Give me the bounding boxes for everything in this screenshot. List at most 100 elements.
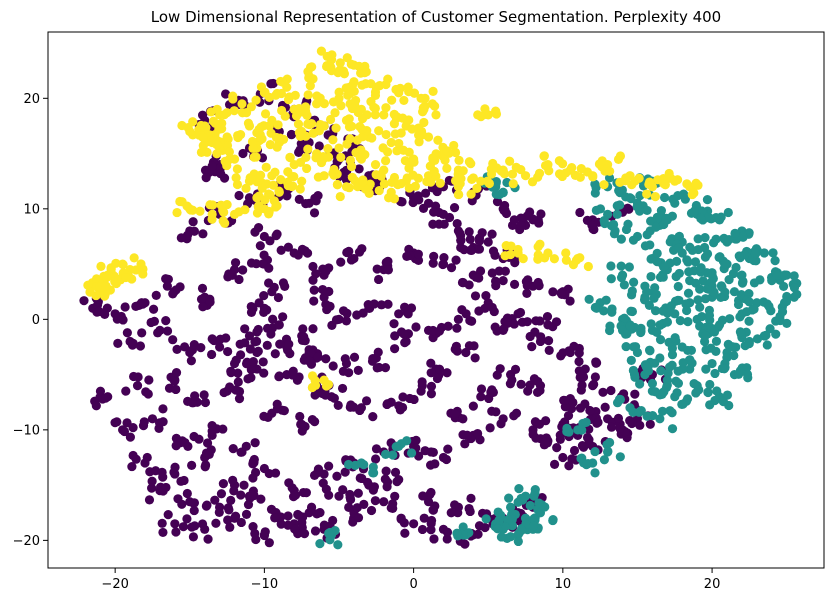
data-point xyxy=(405,393,415,404)
data-point xyxy=(544,166,554,176)
data-point xyxy=(383,256,393,266)
data-point xyxy=(702,284,712,294)
data-point xyxy=(208,116,219,126)
data-point xyxy=(644,177,655,187)
data-point xyxy=(465,315,475,326)
data-point xyxy=(500,266,510,276)
data-point xyxy=(584,294,594,304)
data-point xyxy=(182,488,192,499)
data-point xyxy=(604,325,615,336)
data-point xyxy=(452,218,462,229)
data-point xyxy=(630,389,640,399)
data-point xyxy=(315,119,325,130)
data-point xyxy=(350,460,360,470)
data-point xyxy=(533,242,543,252)
data-point xyxy=(475,266,486,276)
data-point xyxy=(329,393,339,403)
data-point xyxy=(627,286,637,296)
data-point xyxy=(96,261,106,271)
data-point xyxy=(510,364,521,375)
data-point xyxy=(697,206,707,216)
data-point xyxy=(434,326,445,336)
data-point xyxy=(406,303,417,313)
data-point xyxy=(411,322,421,332)
data-point xyxy=(652,248,662,258)
data-point xyxy=(470,353,480,363)
data-point xyxy=(491,177,501,187)
data-point xyxy=(560,395,570,406)
data-point xyxy=(305,81,315,91)
data-point xyxy=(606,261,616,271)
data-point xyxy=(682,255,692,265)
data-point xyxy=(408,170,418,180)
data-point xyxy=(749,304,759,314)
data-point xyxy=(525,500,535,511)
data-point xyxy=(324,490,334,500)
data-point xyxy=(149,316,160,326)
data-point xyxy=(206,445,216,455)
data-point xyxy=(379,110,389,120)
data-point xyxy=(319,520,329,530)
data-point xyxy=(731,262,741,273)
data-point xyxy=(371,444,382,454)
y-tick-label: 10 xyxy=(23,202,40,217)
data-point xyxy=(125,432,135,442)
data-point xyxy=(137,298,147,308)
data-point xyxy=(249,458,259,468)
data-point xyxy=(246,307,257,318)
data-point xyxy=(429,534,439,544)
data-point xyxy=(91,274,102,284)
data-point xyxy=(619,280,629,290)
data-point xyxy=(171,384,181,395)
data-point xyxy=(283,95,294,105)
data-point xyxy=(129,253,139,263)
data-point xyxy=(506,502,516,512)
data-point xyxy=(655,272,666,282)
data-point xyxy=(289,172,299,182)
data-point xyxy=(127,461,137,472)
data-point xyxy=(476,176,486,186)
data-point xyxy=(284,339,294,349)
data-point xyxy=(466,493,476,503)
data-point xyxy=(576,385,586,395)
data-point xyxy=(212,140,222,150)
data-point xyxy=(428,154,438,164)
data-point xyxy=(272,399,282,409)
data-point xyxy=(491,407,501,417)
data-point xyxy=(380,363,391,373)
data-point xyxy=(79,296,89,306)
data-point xyxy=(290,490,301,500)
data-point xyxy=(306,502,317,512)
data-point xyxy=(612,209,622,219)
data-point xyxy=(294,147,304,158)
data-point xyxy=(695,302,705,312)
data-point xyxy=(582,432,593,443)
data-point xyxy=(340,354,350,364)
data-point xyxy=(626,355,636,365)
data-point xyxy=(383,265,393,275)
data-point xyxy=(621,224,632,235)
data-point xyxy=(413,249,423,259)
data-point xyxy=(724,275,734,285)
data-point xyxy=(711,336,722,346)
data-point xyxy=(615,151,626,161)
data-point xyxy=(215,342,225,352)
data-point xyxy=(446,263,457,273)
data-point xyxy=(599,180,609,190)
data-point xyxy=(367,356,378,366)
data-point xyxy=(383,299,393,309)
data-point xyxy=(256,494,266,504)
data-point xyxy=(413,123,424,133)
data-point xyxy=(220,218,230,228)
data-point xyxy=(458,414,468,424)
data-point xyxy=(723,207,733,218)
data-point xyxy=(304,356,314,366)
data-point xyxy=(265,236,275,246)
data-point xyxy=(606,274,616,284)
data-point xyxy=(442,534,452,544)
data-point xyxy=(142,452,152,463)
data-point xyxy=(450,409,460,419)
data-point xyxy=(628,365,638,376)
data-point xyxy=(100,309,110,320)
data-point xyxy=(738,231,748,241)
